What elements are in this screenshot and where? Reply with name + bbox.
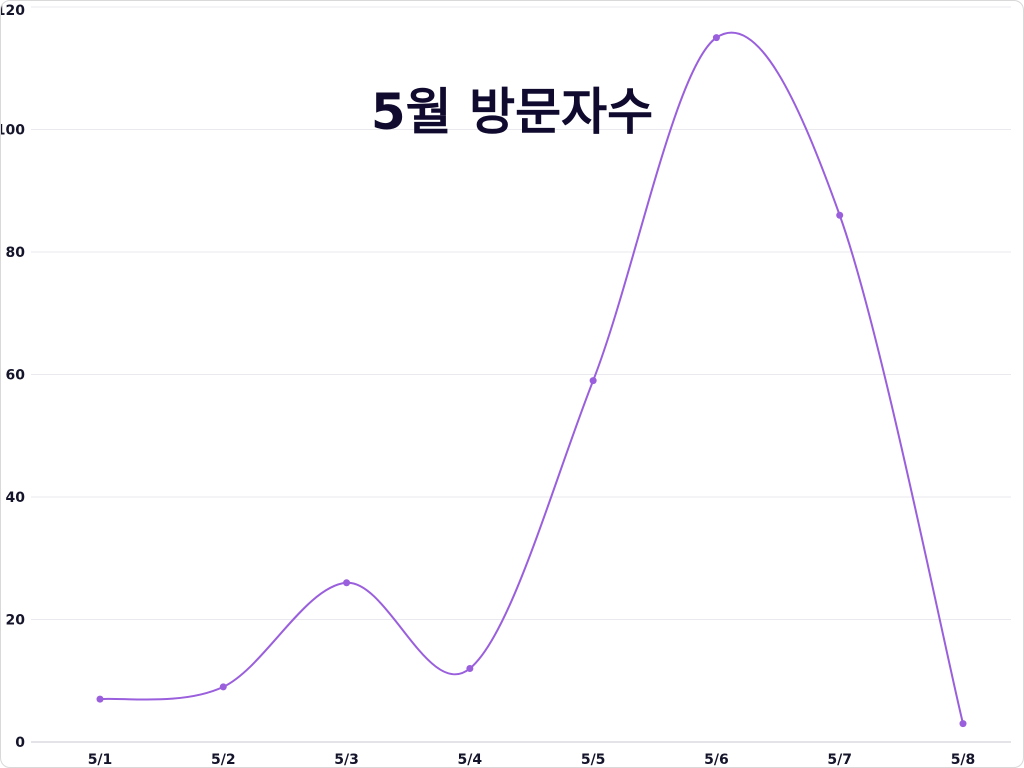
x-tick-label: 5/1 <box>88 752 113 768</box>
y-tick-label: 40 <box>6 490 26 506</box>
x-tick-label: 5/6 <box>704 752 729 768</box>
chart-title: 5월 방문자수 <box>371 83 653 141</box>
y-tick-label: 100 <box>1 123 25 139</box>
data-point <box>589 377 597 385</box>
x-tick-label: 5/2 <box>211 752 236 768</box>
x-tick-label: 5/5 <box>581 752 606 768</box>
x-tick-label: 5/8 <box>951 752 976 768</box>
x-tick-label: 5/3 <box>334 752 359 768</box>
y-tick-label: 60 <box>6 368 26 384</box>
x-tick-label: 5/4 <box>458 752 483 768</box>
data-point <box>219 683 227 691</box>
y-axis-ticks: 0 20 40 60 80 100 120 <box>1 3 25 751</box>
y-tick-label: 120 <box>1 3 25 19</box>
grid-lines <box>31 6 1011 743</box>
x-axis-ticks: 5/1 5/2 5/3 5/4 5/5 5/6 5/7 5/8 <box>88 752 976 768</box>
data-point <box>959 720 967 728</box>
data-points <box>96 34 967 728</box>
data-point <box>343 579 351 587</box>
x-tick-label: 5/7 <box>827 752 852 768</box>
data-point <box>466 665 474 672</box>
data-point <box>712 34 720 42</box>
y-tick-label: 80 <box>6 245 26 261</box>
y-tick-label: 0 <box>15 735 25 751</box>
data-point <box>96 695 104 703</box>
y-tick-label: 20 <box>6 613 26 629</box>
data-point <box>836 211 844 219</box>
